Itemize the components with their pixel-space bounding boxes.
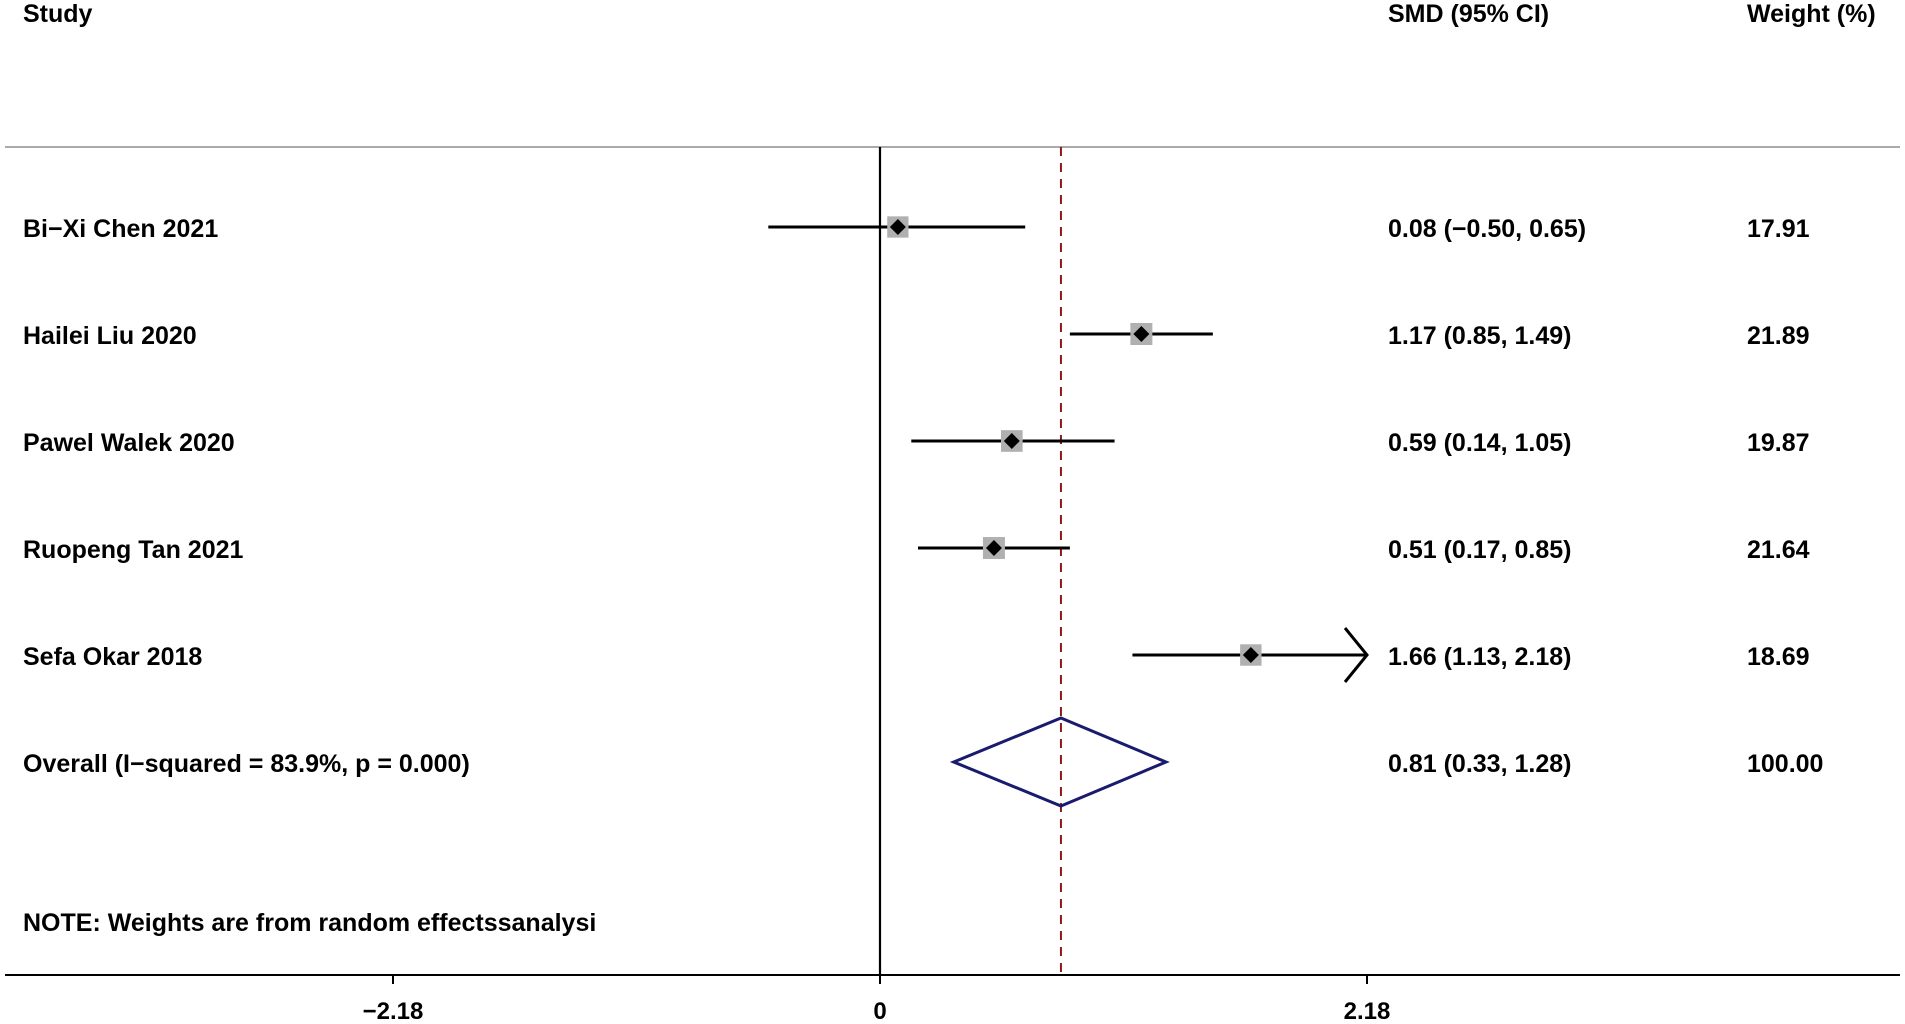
plot-marks — [768, 147, 1369, 975]
header-study: Study — [23, 0, 93, 28]
study-label-4: Sefa Okar 2018 — [23, 643, 202, 671]
study-point-3 — [985, 540, 1002, 556]
study-point-0 — [889, 219, 906, 235]
study-weight-0: 17.91 — [1747, 215, 1810, 243]
study-ci-3: 0.51 (0.17, 0.85) — [1388, 536, 1571, 564]
x-tick-label-0: −2.18 — [363, 998, 424, 1024]
x-axis-ticks: −2.18 0 2.18 — [363, 975, 1391, 1024]
x-tick-label-2: 2.18 — [1344, 998, 1391, 1024]
study-label-3: Ruopeng Tan 2021 — [23, 536, 244, 564]
study-point-1 — [1133, 326, 1150, 342]
study-label-2: Pawel Walek 2020 — [23, 429, 235, 457]
overall-ci: 0.81 (0.33, 1.28) — [1388, 750, 1571, 778]
study-label-1: Hailei Liu 2020 — [23, 322, 197, 350]
header-smd: SMD (95% CI) — [1388, 0, 1549, 28]
study-ci-0: 0.08 (−0.50, 0.65) — [1388, 215, 1586, 243]
study-weight-4: 18.69 — [1747, 643, 1810, 671]
overall-diamond — [949, 716, 1170, 808]
study-ci-4: 1.66 (1.13, 2.18) — [1388, 643, 1571, 671]
study-label-0: Bi−Xi Chen 2021 — [23, 215, 218, 243]
weights-note: NOTE: Weights are from random effectssan… — [23, 909, 596, 937]
study-point-4 — [1242, 647, 1259, 663]
study-weight-2: 19.87 — [1747, 429, 1810, 457]
overall-label: Overall (I−squared = 83.9%, p = 0.000) — [23, 750, 470, 778]
study-weight-3: 21.64 — [1747, 536, 1810, 564]
study-ci-arrow-4 — [1343, 627, 1369, 683]
study-weight-1: 21.89 — [1747, 322, 1810, 350]
header-weight: Weight (%) — [1747, 0, 1876, 28]
study-ci-2: 0.59 (0.14, 1.05) — [1388, 429, 1571, 457]
overall-weight: 100.00 — [1747, 750, 1823, 778]
x-tick-label-1: 0 — [873, 998, 886, 1024]
study-ci-1: 1.17 (0.85, 1.49) — [1388, 322, 1571, 350]
study-point-2 — [1003, 433, 1020, 449]
